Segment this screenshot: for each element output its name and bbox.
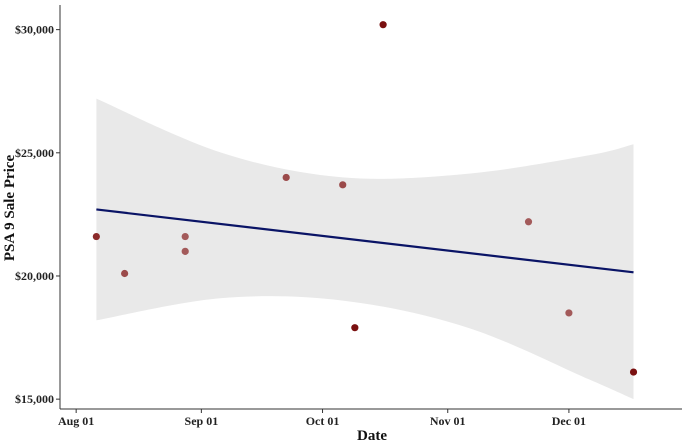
data-point — [181, 247, 189, 255]
x-tick-label: Oct 01 — [306, 414, 340, 428]
points-layer — [92, 21, 638, 376]
y-tick-label: $20,000 — [15, 269, 54, 283]
y-tick-label: $30,000 — [15, 23, 54, 37]
data-point — [92, 232, 100, 241]
confidence-band-layer — [96, 98, 634, 400]
data-point — [181, 232, 189, 241]
data-point — [121, 269, 129, 278]
x-tick-label: Sep 01 — [185, 414, 219, 428]
confidence-band — [96, 98, 634, 400]
x-tick-label: Nov 01 — [430, 414, 466, 428]
x-tick-label: Dec 01 — [552, 414, 586, 428]
x-axis-title: Date — [357, 428, 387, 444]
data-point — [379, 21, 387, 29]
data-point — [339, 181, 347, 189]
y-tick-label: $15,000 — [15, 392, 54, 406]
trend-line — [96, 208, 634, 274]
y-tick-label: $25,000 — [15, 146, 54, 160]
data-point — [629, 368, 638, 376]
y-axis-title: PSA 9 Sale Price — [2, 155, 18, 262]
data-point — [351, 324, 359, 332]
data-point — [282, 173, 290, 182]
axes-layer: $15,000 $20,000 $25,000 $30,000 Aug 01 Sep 01… — [15, 5, 682, 428]
data-point — [565, 309, 573, 317]
data-point — [524, 218, 533, 226]
x-tick-label: Aug 01 — [58, 414, 94, 428]
trend-line-layer — [96, 208, 634, 274]
